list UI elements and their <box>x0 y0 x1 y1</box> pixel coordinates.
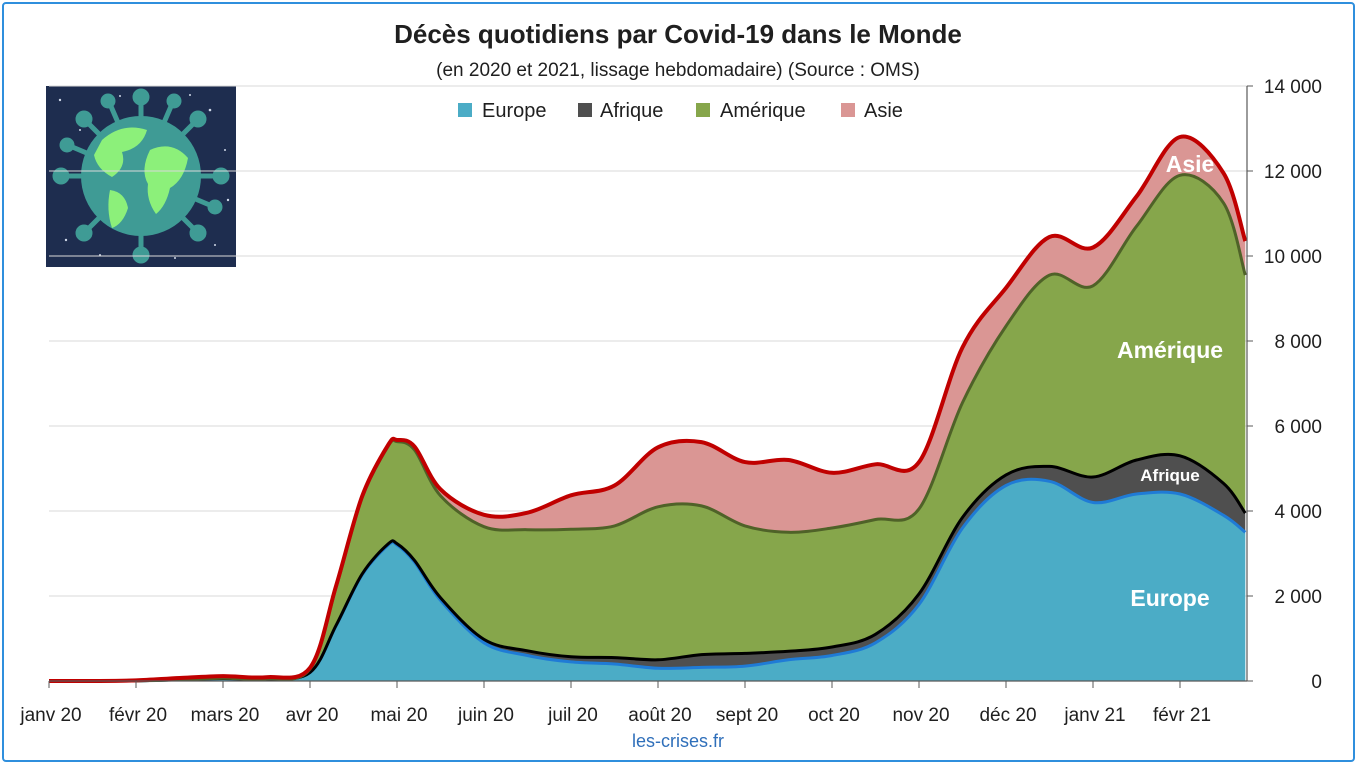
area-europe <box>49 479 1246 681</box>
y-tick-label: 8 000 <box>1274 332 1322 353</box>
line-asie <box>48 134 1248 684</box>
x-tick-label: févr 20 <box>109 705 167 726</box>
x-tick-label: nov 20 <box>892 705 949 726</box>
x-tick-label: juil 20 <box>547 705 598 726</box>
source-label: les-crises.fr <box>632 731 724 751</box>
legend-swatch-afrique <box>578 103 592 117</box>
legend-label-afrique: Afrique <box>600 100 663 122</box>
y-tick-label: 12 000 <box>1264 162 1322 183</box>
y-tick-label: 2 000 <box>1274 587 1322 608</box>
stacked-areas <box>49 136 1246 682</box>
x-tick-label: sept 20 <box>716 705 778 726</box>
y-tick-label: 14 000 <box>1264 77 1322 98</box>
x-tick-label: oct 20 <box>808 705 860 726</box>
chart-title: Décès quotidiens par Covid-19 dans le Mo… <box>394 19 962 49</box>
area-label-afrique: Afrique <box>1140 466 1200 485</box>
y-axis-tick-labels: 0 2 000 4 000 6 000 8 000 10 000 12 000 14 000 <box>1264 77 1322 693</box>
legend-label-amerique: Amérique <box>720 100 806 122</box>
area-label-amerique: Amérique <box>1117 337 1223 363</box>
x-axis-tick-labels: janv 20 févr 20 mars 20 avr 20 mai 20 juin 20… <box>19 705 1211 726</box>
legend-label-europe: Europe <box>482 100 547 122</box>
globe-virus-icon <box>46 86 236 267</box>
series-outlines <box>48 134 1248 684</box>
axes <box>48 85 1253 688</box>
x-tick-label: mars 20 <box>191 705 260 726</box>
area-amerique <box>49 174 1246 682</box>
area-label-asie: Asie <box>1166 151 1215 177</box>
x-tick-label: janv 20 <box>19 705 81 726</box>
y-tick-label: 0 <box>1311 672 1322 693</box>
area-afrique <box>49 454 1246 681</box>
x-tick-label: juin 20 <box>457 705 514 726</box>
x-tick-label: janv 21 <box>1063 705 1125 726</box>
legend: Europe Afrique Amérique Asie <box>458 100 903 122</box>
legend-swatch-asie <box>841 103 855 117</box>
x-tick-label: mai 20 <box>370 705 427 726</box>
chart-subtitle: (en 2020 et 2021, lissage hebdomadaire) … <box>436 60 920 81</box>
x-tick-label: avr 20 <box>286 705 339 726</box>
y-tick-label: 4 000 <box>1274 502 1322 523</box>
legend-label-asie: Asie <box>864 100 903 122</box>
x-tick-label: déc 20 <box>979 705 1036 726</box>
legend-swatch-amerique <box>696 103 710 117</box>
area-label-europe: Europe <box>1130 585 1209 611</box>
y-tick-label: 6 000 <box>1274 417 1322 438</box>
y-tick-label: 10 000 <box>1264 247 1322 268</box>
x-tick-label: févr 21 <box>1153 705 1211 726</box>
x-tick-label: août 20 <box>628 705 691 726</box>
legend-swatch-europe <box>458 103 472 117</box>
